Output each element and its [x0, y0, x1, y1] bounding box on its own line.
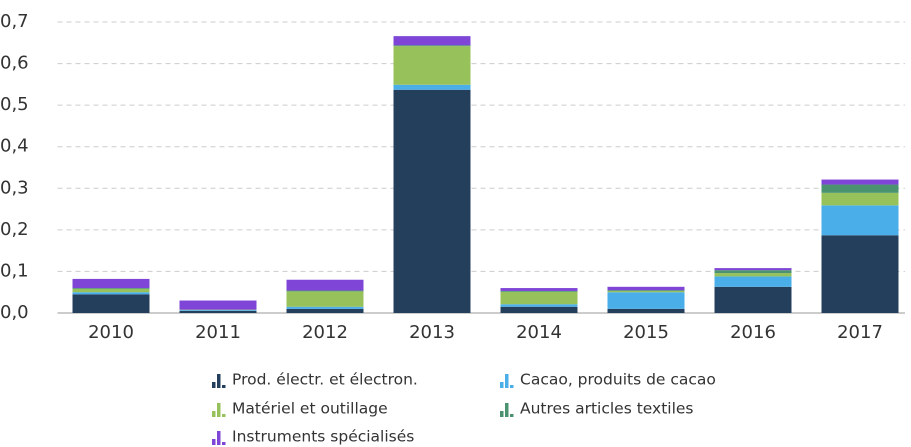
legend-icon: [510, 414, 514, 417]
legend-icon: [505, 374, 509, 388]
bar-segment: [72, 288, 150, 289]
bar-segment: [286, 290, 364, 292]
bar-segment: [393, 45, 471, 47]
x-tick-label: 2016: [730, 322, 776, 343]
bar-segment: [393, 36, 471, 46]
legend-label: Instruments spécialisés: [232, 428, 414, 446]
legend-label: Prod. électr. et électron.: [232, 371, 418, 389]
legend-label: Matériel et outillage: [232, 400, 388, 418]
bar-segment: [714, 270, 792, 274]
legend-icon: [217, 431, 221, 445]
bar-segment: [714, 286, 792, 313]
x-tick-label: 2015: [623, 322, 669, 343]
bar-segment: [607, 308, 685, 313]
bar-segment: [821, 184, 899, 193]
bar-segment: [72, 294, 150, 313]
bar-segment: [714, 268, 792, 271]
bar-segment: [607, 286, 685, 291]
legend-icon: [505, 403, 509, 417]
legend-icon: [217, 374, 221, 388]
bar-segment: [179, 310, 257, 311]
y-tick-label: 0,3: [0, 177, 29, 198]
bar-segment: [500, 291, 578, 305]
bar-segment: [72, 288, 150, 293]
legend-label: Cacao, produits de cacao: [520, 371, 716, 389]
bar-segment: [821, 179, 899, 185]
bar-segment: [286, 291, 364, 307]
x-tick-label: 2013: [409, 322, 455, 343]
bar-segment: [286, 308, 364, 313]
bar-segment: [821, 205, 899, 236]
bar-segment: [179, 310, 257, 313]
bar-segment: [286, 279, 364, 291]
bar-segment: [393, 84, 471, 90]
legend-icon: [212, 411, 216, 417]
y-tick-label: 0,5: [0, 94, 29, 115]
legend-icon: [510, 385, 514, 388]
y-tick-label: 0,7: [0, 11, 29, 32]
legend-icon: [217, 403, 221, 417]
bar-segment: [393, 89, 471, 313]
bar-segment: [72, 292, 150, 295]
bar-segment: [607, 290, 685, 293]
x-tick-label: 2014: [516, 322, 562, 343]
y-tick-label: 0,4: [0, 136, 29, 157]
legend-icon: [222, 385, 226, 388]
legend-icon: [500, 411, 504, 417]
x-tick-label: 2012: [302, 322, 348, 343]
x-tick-label: 2017: [837, 322, 883, 343]
legend-label: Autres articles textiles: [520, 400, 694, 418]
x-tick-label: 2010: [88, 322, 134, 343]
bar-segment: [500, 290, 578, 292]
bar-segment: [500, 306, 578, 313]
x-tick-label: 2011: [195, 322, 241, 343]
legend-icon: [222, 442, 226, 445]
bar-segment: [607, 292, 685, 309]
legend-icon: [212, 382, 216, 388]
bar-segment: [821, 192, 899, 206]
y-tick-label: 0,0: [0, 302, 29, 323]
legend-icon: [500, 382, 504, 388]
bar-segment: [179, 300, 257, 310]
bar-segment: [500, 304, 578, 307]
bar-segment: [286, 306, 364, 309]
bar-segment: [500, 288, 578, 291]
y-tick-label: 0,2: [0, 219, 29, 240]
legend-icon: [222, 414, 226, 417]
bar-segment: [821, 235, 899, 313]
bar-segment: [714, 276, 792, 287]
legend-icon: [212, 439, 216, 445]
y-tick-label: 0,6: [0, 53, 29, 74]
y-tick-label: 0,1: [0, 260, 29, 281]
bar-segment: [607, 290, 685, 291]
bar-segment: [393, 46, 471, 85]
bar-segment: [72, 278, 150, 289]
bar-segment: [714, 273, 792, 277]
